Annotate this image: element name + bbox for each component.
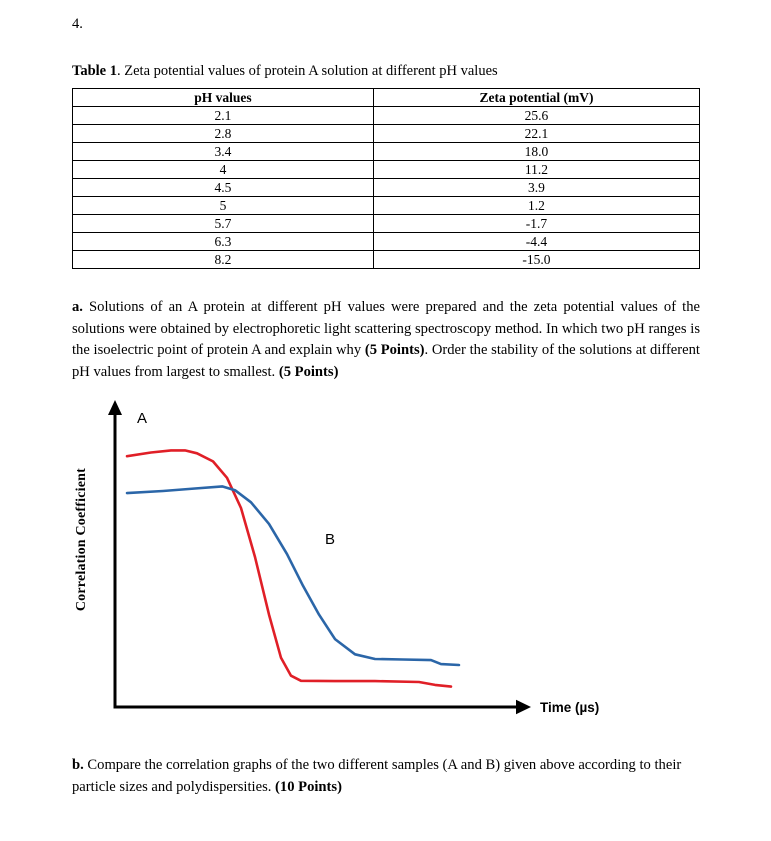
text-run: Solutions of an A protein at different p… — [72, 299, 700, 358]
series-a-curve — [125, 449, 453, 688]
y-axis-label: Correlation Coefficient — [74, 468, 89, 612]
column-header: Zeta potential (mV) — [372, 88, 701, 107]
zeta-potential-table: pH values Zeta potential (mV) 2.1 25.6 2.8 2… — [72, 88, 701, 269]
question-b: b. Compare the correlation graphs of the… — [72, 755, 700, 798]
table-cell: 5.7 — [72, 214, 374, 233]
x-axis-label: Time (µs) — [540, 700, 599, 715]
table-cell: 25.6 — [372, 106, 701, 125]
correlation-figure: Correlation Coefficient Time (µs) A B — [74, 397, 700, 729]
table-cell: -1.7 — [372, 214, 701, 233]
curve-label-a: A — [137, 410, 147, 427]
x-axis-arrow-icon — [516, 699, 531, 715]
text-run: Compare the correlation graphs of the tw… — [72, 757, 682, 795]
table-cell: -15.0 — [372, 250, 701, 269]
table-row: 4 11.2 — [72, 160, 701, 179]
table-cell: 18.0 — [372, 142, 701, 161]
table-cell: 8.2 — [72, 250, 374, 269]
table-cell: 5 — [72, 196, 374, 215]
table-cell: 2.8 — [72, 124, 374, 143]
zeta-table-header-row: pH values Zeta potential (mV) — [72, 88, 701, 107]
table-cell: 22.1 — [372, 124, 701, 143]
table-row: 8.2 -15.0 — [72, 250, 701, 269]
bold-text-run: Table 1 — [72, 63, 117, 79]
y-axis-arrow-icon — [108, 400, 122, 415]
table-cell: 1.2 — [372, 196, 701, 215]
correlation-chart: Time (µs) A B — [108, 400, 599, 715]
table-cell: 11.2 — [372, 160, 701, 179]
table-cell: 4 — [72, 160, 374, 179]
question-a: a. Solutions of an A protein at differen… — [72, 297, 700, 383]
column-header: pH values — [72, 88, 374, 107]
curve-label-b: B — [325, 531, 335, 548]
table-row: 2.8 22.1 — [72, 124, 701, 143]
table-cell: 3.9 — [372, 178, 701, 197]
table-cell: 2.1 — [72, 106, 374, 125]
table-row: 6.3 -4.4 — [72, 232, 701, 251]
text-run: . Order the stability of the solutions a… — [72, 342, 700, 380]
table-row: 5 1.2 — [72, 196, 701, 215]
bold-text-run: (5 Points) — [364, 342, 425, 358]
series-b-curve — [125, 485, 461, 667]
table-cell: 4.5 — [72, 178, 374, 197]
table-row: 4.5 3.9 — [72, 178, 701, 197]
bold-text-run: a. — [72, 299, 83, 315]
table-row: 2.1 25.6 — [72, 106, 701, 125]
zeta-table-body: 2.1 25.6 2.8 22.1 3.4 18.0 4 11.2 4.5 3.9 5 1.2 5.7-… — [72, 106, 701, 269]
text-run: . Zeta potential values of protein A sol… — [117, 63, 498, 79]
table-cell: -4.4 — [372, 232, 701, 251]
table-row: 3.4 18.0 — [72, 142, 701, 161]
table-row: 5.7 -1.7 — [72, 214, 701, 233]
question-number: 4. — [72, 16, 83, 32]
table-cell: 3.4 — [72, 142, 374, 161]
table-cell: 6.3 — [72, 232, 374, 251]
table-caption: Table 1. Zeta potential values of protei… — [72, 63, 700, 80]
bold-text-run: b. — [72, 757, 84, 773]
bold-text-run: (5 Points) — [278, 363, 339, 380]
bold-text-run: (10 Points) — [275, 778, 342, 795]
